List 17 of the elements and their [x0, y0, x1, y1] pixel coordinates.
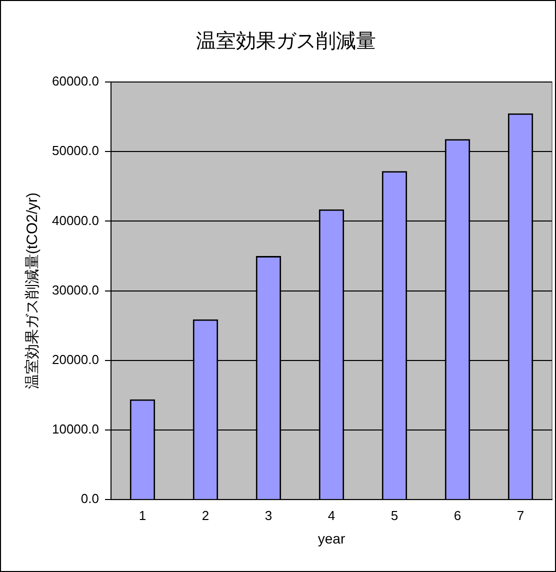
y-tick-label: 30000.0: [52, 282, 99, 298]
y-tick-label: 40000.0: [52, 212, 99, 228]
y-tick-label: 50000.0: [52, 143, 99, 158]
chart-title: 温室効果ガス削減量: [196, 30, 376, 53]
y-tick-label: 10000.0: [52, 422, 99, 437]
y-tick-label: 0.0: [80, 491, 99, 506]
x-tick-label: 5: [390, 508, 398, 523]
x-tick-label: 6: [454, 508, 462, 523]
x-tick-label: 3: [264, 508, 272, 523]
x-axis-title: year: [318, 530, 346, 546]
x-tick-label: 2: [202, 508, 210, 523]
y-axis-title: 温室効果ガス削減量(tCO2/yr): [24, 192, 42, 390]
x-tick-label: 7: [516, 508, 524, 523]
x-tick-label: 1: [138, 508, 146, 523]
y-tick-label: 20000.0: [52, 352, 99, 367]
y-tick-label: 60000.0: [52, 74, 99, 89]
x-tick-label: 4: [328, 508, 336, 523]
